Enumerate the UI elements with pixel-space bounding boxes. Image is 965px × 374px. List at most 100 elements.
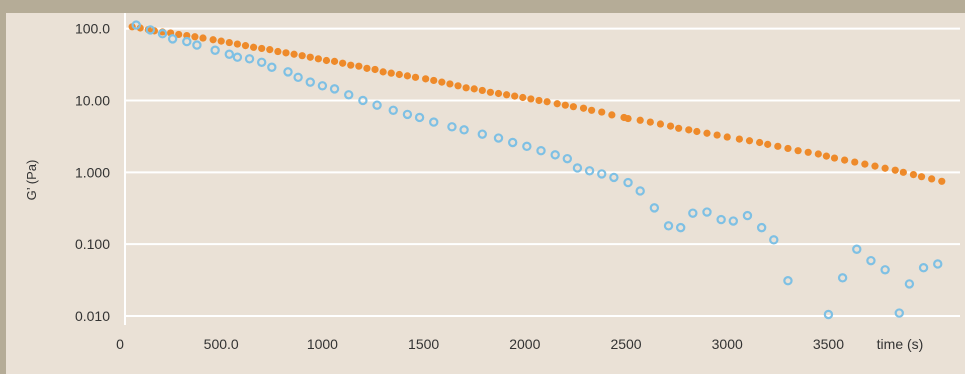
data-point [330,57,339,65]
y-tick-label: 0.010 [75,308,110,324]
data-point [290,50,298,58]
data-point [282,49,290,57]
data-point [522,141,532,152]
data-point [519,93,527,102]
data-point [675,222,686,233]
data-point [438,78,446,86]
x-tick-label: 1500 [408,336,439,352]
data-point [598,108,606,116]
data-point [379,68,387,76]
data-point [339,59,347,67]
data-point [713,131,721,139]
data-point [742,210,753,221]
data-point [728,216,739,226]
data-point [494,89,503,98]
data-point [764,140,772,148]
data-point [663,221,674,231]
data-point [314,55,322,63]
data-point [702,207,712,217]
data-point [387,69,395,77]
data-point [535,96,543,105]
data-point [891,166,899,174]
data-point [258,44,266,53]
data-point [283,67,293,77]
data-point [210,45,220,55]
data-point [317,81,328,91]
data-point [182,36,192,47]
data-point [904,279,915,289]
data-point [414,112,425,123]
data-point [329,84,340,94]
data-point [588,106,596,114]
x-tick-label: 3500 [813,336,844,352]
data-point [305,77,315,87]
data-point [411,73,420,81]
data-point [131,20,141,30]
data-point [814,150,822,158]
x-tick-labels: 0 500.0 1000 1500 2000 2500 3000 3500 [116,336,844,352]
data-point [693,127,701,136]
data-point [493,133,504,143]
data-point [597,169,607,179]
data-point [363,64,371,72]
data-point [928,175,936,183]
data-point [527,95,535,103]
data-point [769,235,779,245]
data-point [894,308,904,318]
data-point [703,129,711,137]
data-point [745,137,754,145]
data-point [830,154,839,162]
data-point [543,98,551,106]
data-point [918,263,929,273]
data-point [403,72,412,80]
chart-panel [6,13,965,374]
data-point [649,203,660,213]
data-point [388,105,398,115]
data-point [909,170,918,179]
data-point [157,28,168,39]
data-point [723,133,731,141]
data-point [192,40,202,50]
data-point [624,114,632,123]
data-point [358,95,368,106]
data-point [917,173,926,181]
data-point [584,166,595,176]
x-tick-label: 0 [116,336,124,352]
gridlines [125,27,960,318]
x-tick-label: 500.0 [204,336,239,352]
y-axis-label: G’ (Pa) [24,160,39,201]
data-point [241,42,250,50]
data-point [933,259,943,269]
data-point [209,36,217,44]
data-point [688,208,698,218]
data-point [783,276,793,286]
data-point [804,148,812,156]
data-point [477,129,488,139]
data-point [462,84,470,92]
x-tick-label: 1000 [307,336,338,352]
data-point [422,75,430,83]
data-point [553,100,561,108]
data-point [536,145,546,156]
data-point [478,86,486,95]
data-point [402,109,413,120]
data-point [447,122,457,132]
data-point [470,85,478,93]
data-point [145,25,156,35]
data-point [322,56,331,65]
x-tick-label: 3000 [712,336,743,352]
data-point [852,244,862,254]
data-point [274,47,282,56]
data-point [347,61,355,69]
data-point [822,152,831,160]
data-point [656,120,665,128]
series-filled [128,23,946,185]
data-point [608,111,616,119]
data-point [224,49,235,59]
data-point [716,214,726,225]
data-point [794,147,802,155]
data-point [851,158,859,166]
data-point [507,137,518,148]
data-point [511,92,519,100]
data-point [225,38,233,47]
